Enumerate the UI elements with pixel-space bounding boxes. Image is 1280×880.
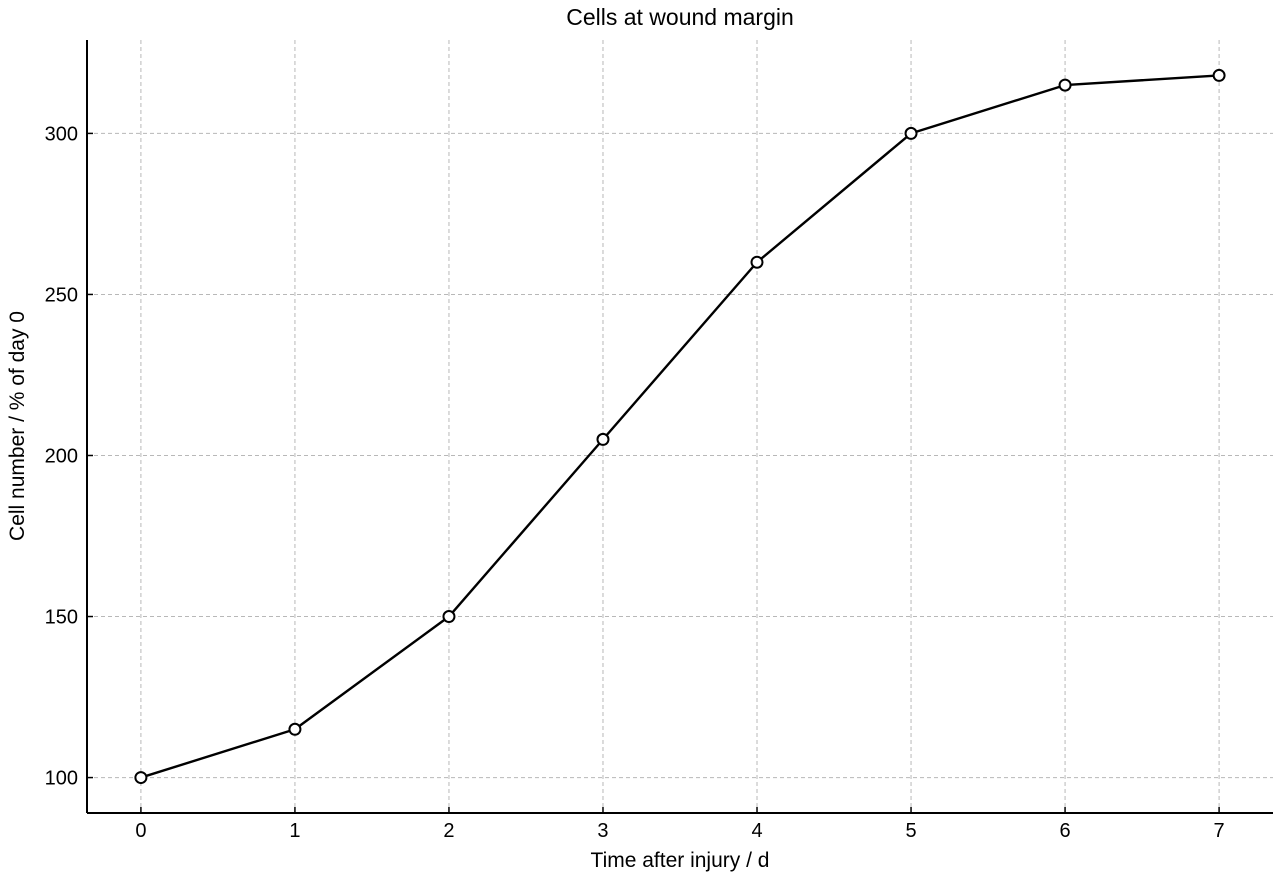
axes-layer [86, 40, 1273, 814]
data-point [596, 432, 610, 446]
x-tick-label: 5 [905, 820, 916, 842]
data-point [750, 255, 764, 269]
series-line [140, 74, 1220, 779]
ticks-layer: 0 1 2 3 4 5 6 7 100 150 200 250 300 [45, 123, 1225, 842]
chart-title: Cells at wound margin [566, 4, 794, 30]
x-tick-label: 4 [751, 820, 762, 842]
x-tick-label: 1 [289, 820, 300, 842]
y-tick-label: 300 [45, 123, 78, 145]
x-tick-label: 3 [597, 820, 608, 842]
x-axis-label: Time after injury / d [591, 849, 770, 872]
x-tick-label: 2 [443, 820, 454, 842]
data-point [288, 722, 302, 736]
grid-layer [87, 40, 1273, 813]
x-tick-label: 6 [1060, 820, 1071, 842]
y-tick-label: 100 [45, 768, 78, 790]
data-point [442, 610, 456, 624]
series-layer [134, 68, 1226, 785]
y-tick-label: 200 [45, 445, 78, 467]
x-tick-label: 0 [135, 820, 146, 842]
y-axis-label: Cell number / % of day 0 [6, 311, 29, 541]
data-point [1212, 68, 1226, 82]
data-point [904, 126, 918, 140]
y-tick-label: 150 [45, 607, 78, 629]
x-tick-label: 7 [1214, 820, 1225, 842]
data-point [1058, 78, 1072, 92]
y-tick-label: 250 [45, 284, 78, 306]
data-point [134, 771, 148, 785]
